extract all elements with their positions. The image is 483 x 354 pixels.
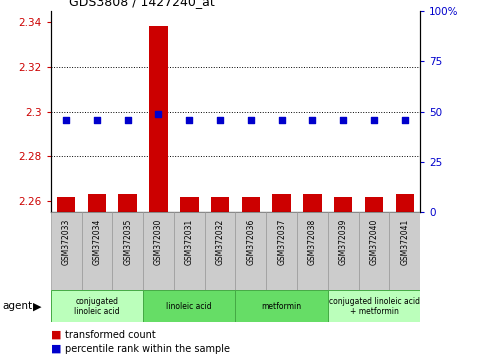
Bar [118, 194, 137, 212]
Text: GSM372034: GSM372034 [92, 219, 101, 265]
Point [216, 117, 224, 122]
Bar [180, 197, 199, 212]
Point [124, 117, 131, 122]
Text: conjugated linoleic acid
+ metformin: conjugated linoleic acid + metformin [328, 297, 420, 316]
Text: ■: ■ [51, 344, 61, 354]
Text: GSM372040: GSM372040 [369, 219, 379, 265]
Bar [236, 212, 266, 290]
Text: linoleic acid: linoleic acid [167, 302, 212, 311]
Bar [328, 212, 358, 290]
Bar [303, 194, 322, 212]
Text: GSM372036: GSM372036 [246, 219, 256, 265]
Bar [358, 212, 389, 290]
Bar [236, 290, 328, 322]
Bar [112, 212, 143, 290]
Bar [266, 212, 297, 290]
Bar [82, 212, 112, 290]
Point [340, 117, 347, 122]
Text: ▶: ▶ [33, 301, 42, 311]
Text: metformin: metformin [262, 302, 302, 311]
Text: agent: agent [2, 301, 32, 311]
Bar [297, 212, 328, 290]
Bar [174, 212, 205, 290]
Bar [88, 194, 106, 212]
Point [309, 117, 316, 122]
Bar [149, 26, 168, 212]
Bar [242, 197, 260, 212]
Bar [51, 212, 82, 290]
Point [278, 117, 285, 122]
Bar [328, 290, 420, 322]
Point [401, 117, 409, 122]
Text: GSM372038: GSM372038 [308, 219, 317, 265]
Text: GSM372030: GSM372030 [154, 219, 163, 265]
Text: GSM372033: GSM372033 [62, 219, 71, 265]
Text: transformed count: transformed count [65, 330, 156, 339]
Bar [389, 212, 420, 290]
Text: GSM372031: GSM372031 [185, 219, 194, 265]
Text: ■: ■ [51, 330, 61, 339]
Text: GSM372041: GSM372041 [400, 219, 409, 265]
Point [247, 117, 255, 122]
Bar [143, 212, 174, 290]
Bar [211, 197, 229, 212]
Text: conjugated
linoleic acid: conjugated linoleic acid [74, 297, 120, 316]
Bar [51, 290, 143, 322]
Bar [57, 197, 75, 212]
Point [155, 111, 162, 116]
Bar [334, 197, 353, 212]
Text: GSM372032: GSM372032 [215, 219, 225, 265]
Bar [143, 290, 236, 322]
Text: GDS3808 / 1427240_at: GDS3808 / 1427240_at [69, 0, 215, 8]
Bar [365, 197, 384, 212]
Bar [396, 194, 414, 212]
Bar [272, 194, 291, 212]
Point [62, 117, 70, 122]
Text: percentile rank within the sample: percentile rank within the sample [65, 344, 230, 354]
Point [185, 117, 193, 122]
Text: GSM372035: GSM372035 [123, 219, 132, 265]
Point [370, 117, 378, 122]
Bar [205, 212, 236, 290]
Text: GSM372039: GSM372039 [339, 219, 348, 265]
Text: GSM372037: GSM372037 [277, 219, 286, 265]
Point [93, 117, 101, 122]
